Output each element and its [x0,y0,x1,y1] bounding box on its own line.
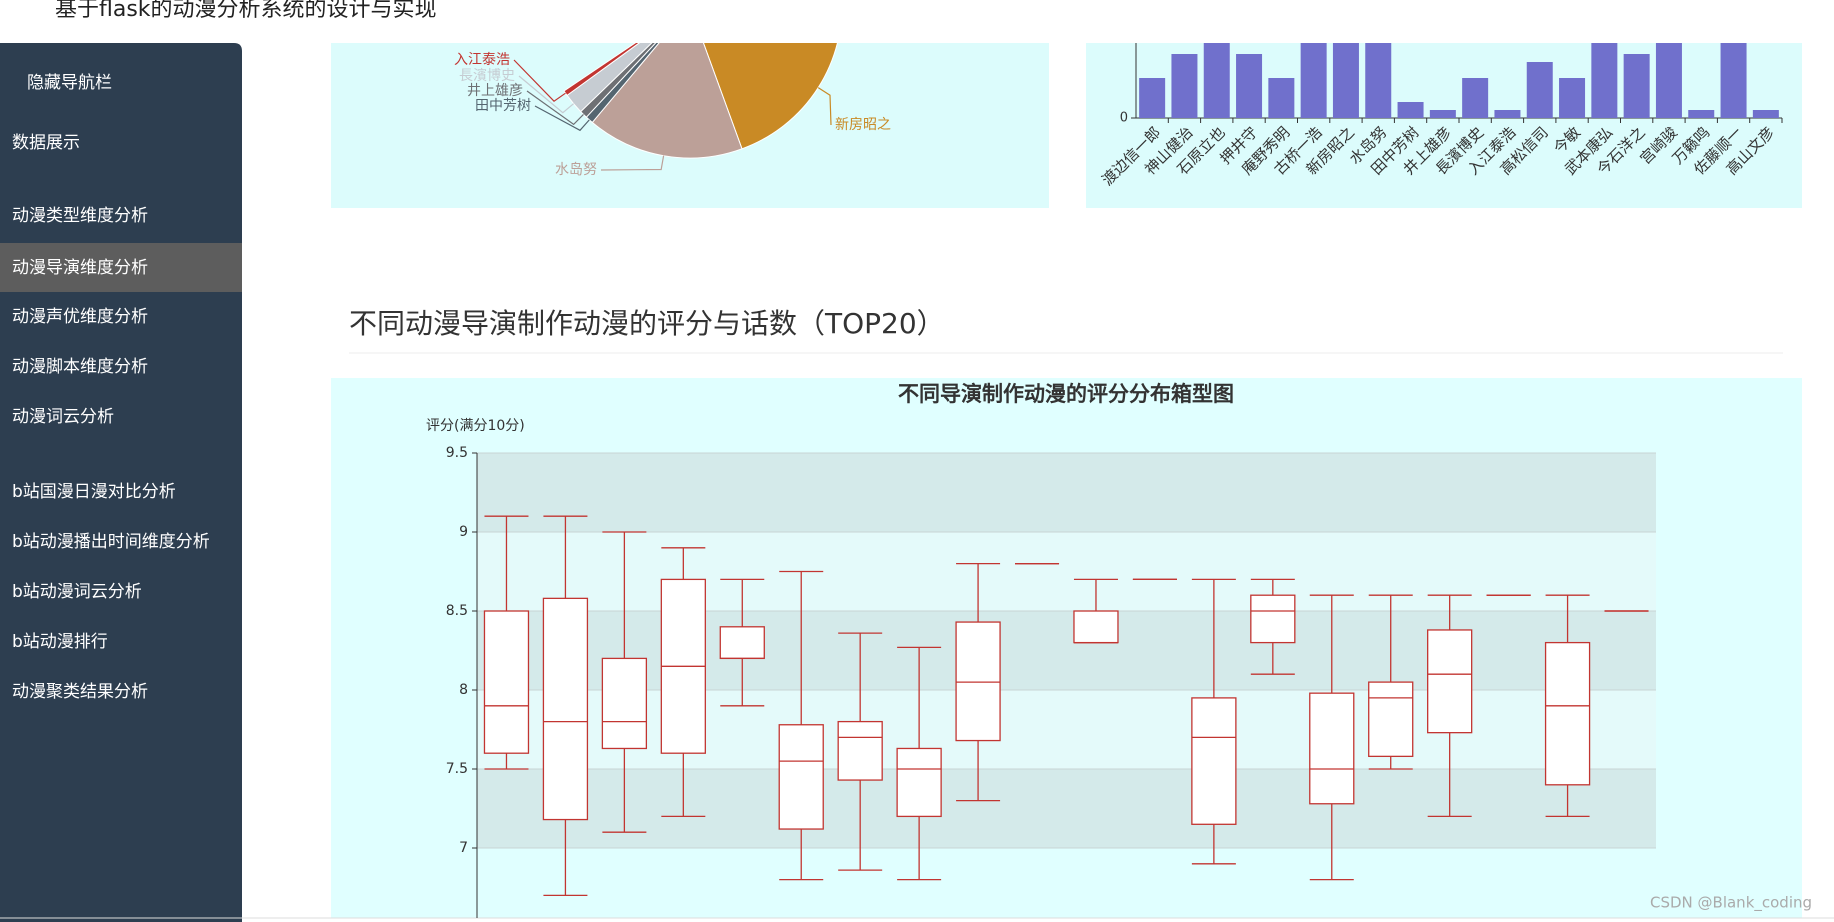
box [1427,629,1473,734]
y-tick-label: 8 [459,682,468,698]
split-area [477,611,1656,690]
menu-item[interactable]: 动漫类型维度分析 [12,206,148,226]
box [1073,610,1119,644]
box [1309,692,1355,805]
pie-leader [600,155,665,171]
bar [1300,43,1327,118]
pie-label: 井上雄彦 [467,83,523,99]
bar [1655,43,1682,118]
pie-label: 田中芳树 [475,97,531,114]
pie-leader [526,90,584,126]
bar [1332,43,1359,118]
bar [1203,43,1230,118]
box [1544,641,1591,786]
y-tick-label: 8.5 [446,603,468,619]
section-title: 不同动漫导演制作动漫的评分与话数（TOP20） [349,307,945,340]
sidebar-menu: 隐藏导航栏数据展示动漫类型维度分析动漫导演维度分析动漫声优维度分析动漫脚本维度分… [0,73,242,702]
pie-label: 入江泰浩 [454,52,510,68]
watermark: CSDN @Blank_coding [1650,894,1812,913]
y-tick-label: 9.5 [446,445,468,461]
app-title: 基于flask的动漫分析系统的设计与实现 [55,0,437,22]
box [896,747,942,818]
box [719,626,765,660]
split-area [477,690,1656,769]
bar [1365,43,1392,118]
box [483,610,530,754]
bar [1171,54,1198,118]
y-tick-label: 9 [459,524,468,540]
menu-item[interactable]: 数据展示 [12,133,80,153]
bar [1236,54,1263,118]
menu-item[interactable]: b站国漫日漫对比分析 [12,482,176,502]
box [955,621,1001,742]
bar [1559,78,1586,118]
bar [1720,43,1747,118]
pie-label: 水岛努 [555,162,597,178]
pie-leader [513,59,566,102]
bar [1139,78,1166,118]
pie-label: 長濱博史 [459,67,515,84]
box [1191,697,1237,825]
menu-item[interactable]: 动漫导演维度分析 [12,258,148,278]
menu-item[interactable]: 动漫聚类结果分析 [12,682,148,702]
menu-item[interactable]: 动漫脚本维度分析 [12,357,148,377]
box [542,597,589,821]
bar [1526,62,1553,118]
bar [1688,110,1715,118]
bar [1752,110,1779,118]
chart-title: 不同导演制作动漫的评分分布箱型图 [898,382,1234,406]
box [778,724,824,830]
split-area [477,532,1656,611]
bar [1623,54,1650,118]
box [837,720,883,781]
menu-item[interactable]: b站动漫播出时间维度分析 [12,532,210,552]
box [601,657,648,750]
menu-item[interactable]: 隐藏导航栏 [27,73,112,93]
menu-item[interactable]: 动漫词云分析 [12,407,114,427]
y-tick-label: 7 [459,840,468,856]
bar [1462,78,1489,118]
bar [1268,78,1295,118]
bar [1429,110,1456,118]
split-area [477,453,1656,532]
menu-item-active-bg [0,243,242,292]
menu-item[interactable]: b站动漫词云分析 [12,582,142,602]
menu-item[interactable]: 动漫声优维度分析 [12,307,148,327]
pie-leader [817,87,832,126]
split-area [477,769,1656,848]
pie-leader [518,75,574,114]
pie-leader [534,105,590,132]
box [1250,594,1296,644]
y-tick-label: 7.5 [446,761,468,777]
y-tick-label: 0 [1120,111,1128,126]
y-axis-label: 评分(满分10分) [426,418,525,434]
bar [1397,102,1424,118]
pie-label: 新房昭之 [835,117,891,133]
bar [1591,43,1618,118]
bar [1494,110,1521,118]
menu-item[interactable]: b站动漫排行 [12,632,108,652]
box [1368,681,1414,758]
